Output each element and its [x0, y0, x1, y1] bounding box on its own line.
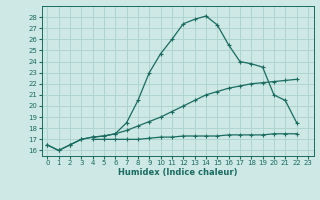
X-axis label: Humidex (Indice chaleur): Humidex (Indice chaleur) — [118, 168, 237, 177]
